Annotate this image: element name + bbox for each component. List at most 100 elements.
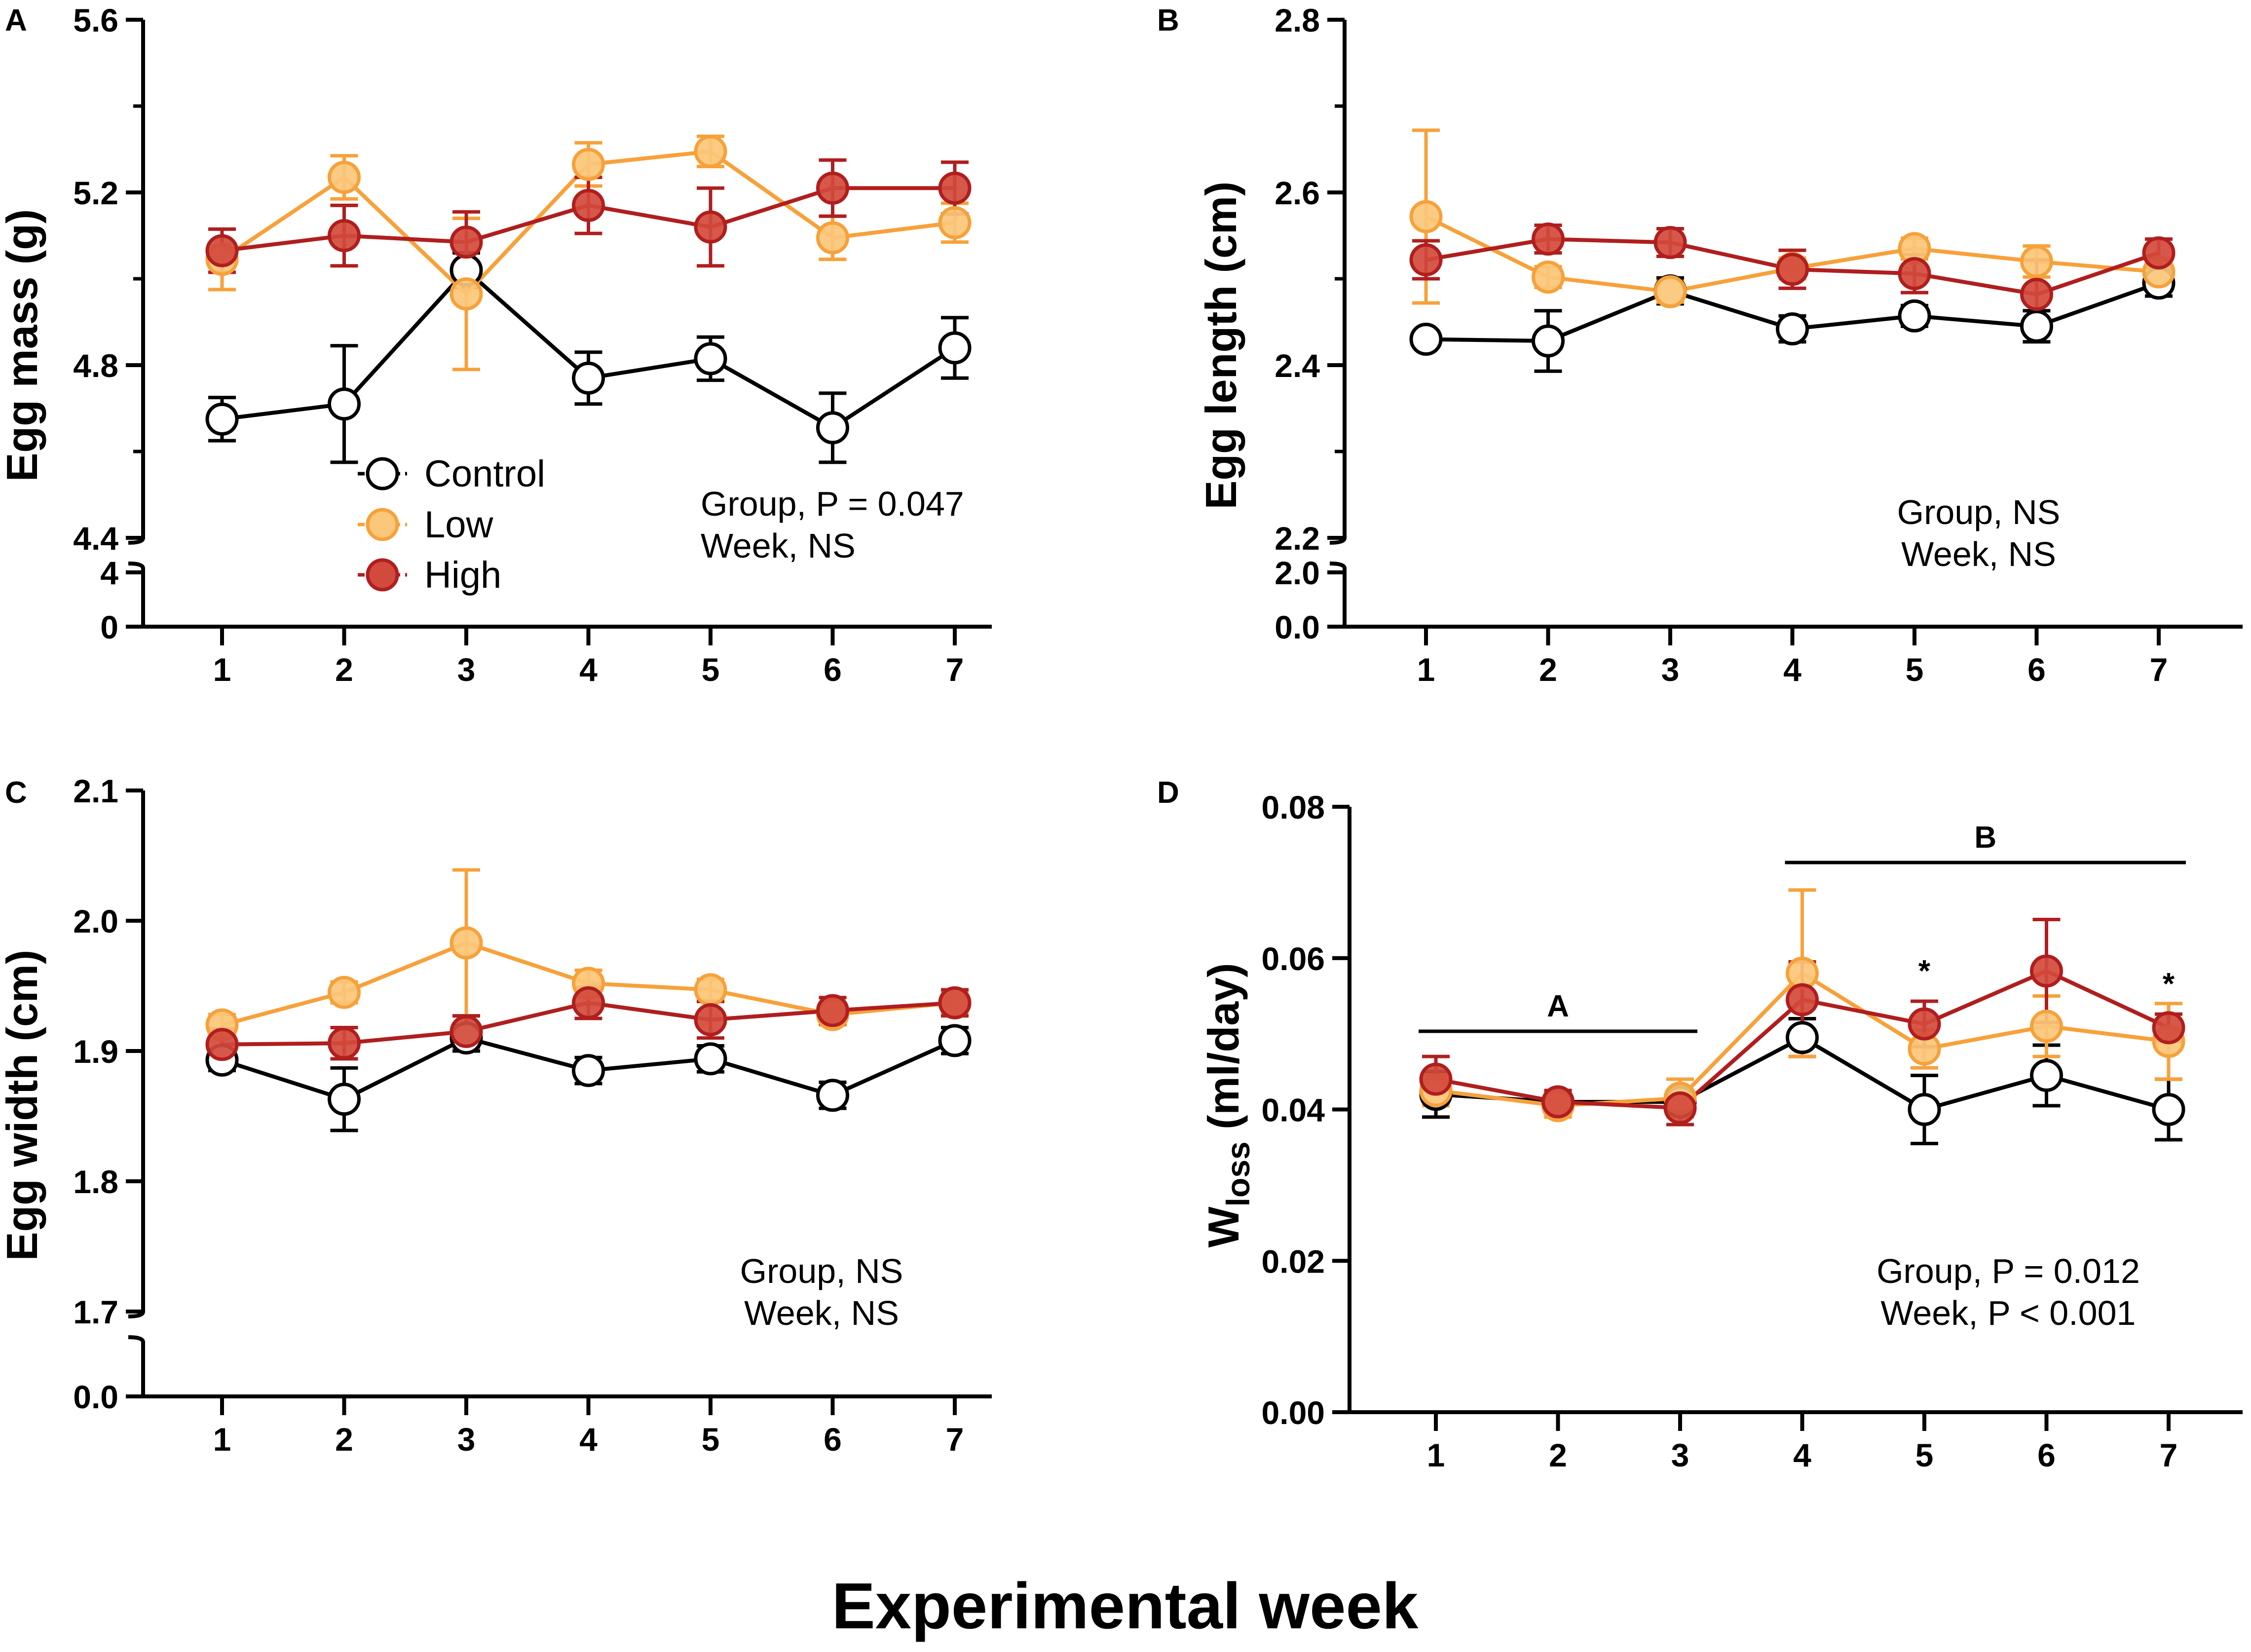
y-tick-label: 4.4 (73, 520, 118, 557)
panel-b: B 2.8 2.6 2.4 2.22.0 0.0 1 2 3 4 5 6 7 Egg length (cm… (1157, 2, 2243, 688)
data-point-low (1532, 261, 1565, 294)
legend-label: Control (424, 453, 545, 495)
data-point-control (1786, 1021, 1819, 1054)
legend-marker-high (366, 558, 399, 592)
data-point-low (1409, 200, 1443, 233)
x-tick-label: 7 (2160, 1437, 2178, 1473)
x-tick-label: 7 (946, 1421, 964, 1458)
axis-break-mark (1329, 537, 1347, 545)
x-tick-label: 3 (457, 1421, 476, 1458)
data-point-high (694, 1003, 727, 1037)
data-point-high (1409, 243, 1443, 276)
data-point-low (694, 135, 727, 168)
legend: Control Low High (358, 453, 545, 596)
y-axis-title: Egg length (cm) (1197, 182, 1245, 510)
data-point-low (2030, 1010, 2063, 1043)
data-point-high (1532, 223, 1565, 256)
data-point-control (1409, 323, 1443, 356)
data-point-low (816, 221, 849, 255)
legend-label: High (424, 554, 501, 596)
data-point-control (572, 361, 605, 395)
data-point-control (205, 402, 239, 436)
x-tick-label: 6 (824, 651, 842, 688)
y-tick-label: 0.00 (1262, 1394, 1325, 1431)
y-tick-label: 2.1 (73, 773, 118, 809)
axis-break-mark (128, 1311, 145, 1318)
y-tick-label: 2.0 (1275, 555, 1320, 591)
data-point-high (205, 234, 239, 267)
axis-break-mark (128, 1335, 145, 1343)
data-point-control (2030, 1058, 2063, 1092)
stats-annotation: Week, NS (1901, 535, 2056, 573)
group-bracket-label: B (1974, 821, 1996, 855)
x-tick-label: 2 (335, 1421, 353, 1458)
y-axis-title: Wloss (ml/day) (1199, 963, 1256, 1248)
data-point-high (572, 986, 605, 1019)
data-point-high (938, 986, 972, 1019)
x-tick-label: 3 (1671, 1437, 1689, 1473)
data-point-high (1786, 983, 1819, 1016)
data-point-high (1776, 253, 1809, 286)
data-point-high (1541, 1085, 1575, 1119)
data-point-control (1532, 324, 1565, 358)
x-tick-label: 5 (1906, 651, 1924, 688)
x-tick-label: 7 (946, 651, 964, 688)
data-point-high (1653, 226, 1687, 259)
y-tick-label: 1.8 (73, 1164, 118, 1200)
panel-letter: D (1157, 776, 1179, 810)
data-point-control (328, 387, 361, 421)
panel-c: C 2.1 2.0 1.9 1.8 1.7 0.0 1 2 3 4 5 6 7 Egg width (cm)… (0, 773, 992, 1458)
x-tick-label: 4 (579, 1421, 598, 1458)
x-tick-label: 2 (1539, 651, 1557, 688)
data-point-high (2020, 278, 2053, 311)
y-tick-label: 0.04 (1262, 1092, 1325, 1128)
axis-break-mark (128, 562, 145, 569)
y-tick-label: 5.6 (73, 2, 118, 38)
data-point-low (572, 148, 605, 181)
data-point-control (572, 1054, 605, 1088)
x-axis-title: Experimental week (832, 1570, 1419, 1642)
y-tick-label: 0.02 (1262, 1243, 1325, 1279)
data-point-low (694, 973, 727, 1007)
stats-annotation: Group, NS (740, 1252, 903, 1290)
group-bracket-label: A (1547, 989, 1569, 1023)
y-axis-title: Egg width (cm) (0, 950, 46, 1261)
data-point-high (450, 1014, 483, 1048)
data-point-control (1908, 1093, 1941, 1126)
data-point-high (938, 171, 972, 205)
data-point-high (572, 188, 605, 222)
y-tick-label: 2.6 (1275, 175, 1320, 211)
data-point-low (450, 926, 483, 960)
data-point-low (2020, 245, 2053, 278)
data-point-high (1898, 257, 1931, 290)
y-tick-label: 2.8 (1275, 2, 1320, 38)
data-point-control (816, 411, 849, 445)
stats-annotation: Week, NS (701, 526, 856, 565)
data-point-control (2020, 309, 2053, 343)
y-tick-label: 2.4 (1275, 347, 1320, 384)
x-tick-label: 2 (1549, 1437, 1567, 1473)
data-point-control (1898, 299, 1931, 333)
y-tick-label: 1.7 (73, 1294, 118, 1330)
stats-annotation: Week, NS (744, 1294, 899, 1332)
data-point-control (694, 342, 727, 375)
axis-break-mark (128, 537, 145, 545)
data-point-control (816, 1079, 849, 1112)
data-point-high (816, 171, 849, 205)
data-point-control (938, 1024, 972, 1057)
data-point-control (2152, 1093, 2185, 1126)
stats-annotation: Week, P < 0.001 (1881, 1294, 2136, 1332)
y-axis-title: Egg mass (g) (0, 209, 46, 482)
y-tick-label: 2.0 (73, 903, 118, 939)
stats-annotation: Group, P = 0.012 (1876, 1252, 2140, 1290)
x-tick-label: 5 (702, 651, 720, 688)
data-point-high (694, 210, 727, 244)
x-tick-label: 6 (2027, 651, 2046, 688)
legend-marker-control (366, 457, 399, 490)
data-point-high (1908, 1007, 1941, 1041)
legend-label: Low (424, 504, 494, 546)
axis-break-mark (1329, 562, 1347, 569)
x-tick-label: 7 (2150, 651, 2168, 688)
y-tick-label: 0.0 (1275, 609, 1320, 645)
